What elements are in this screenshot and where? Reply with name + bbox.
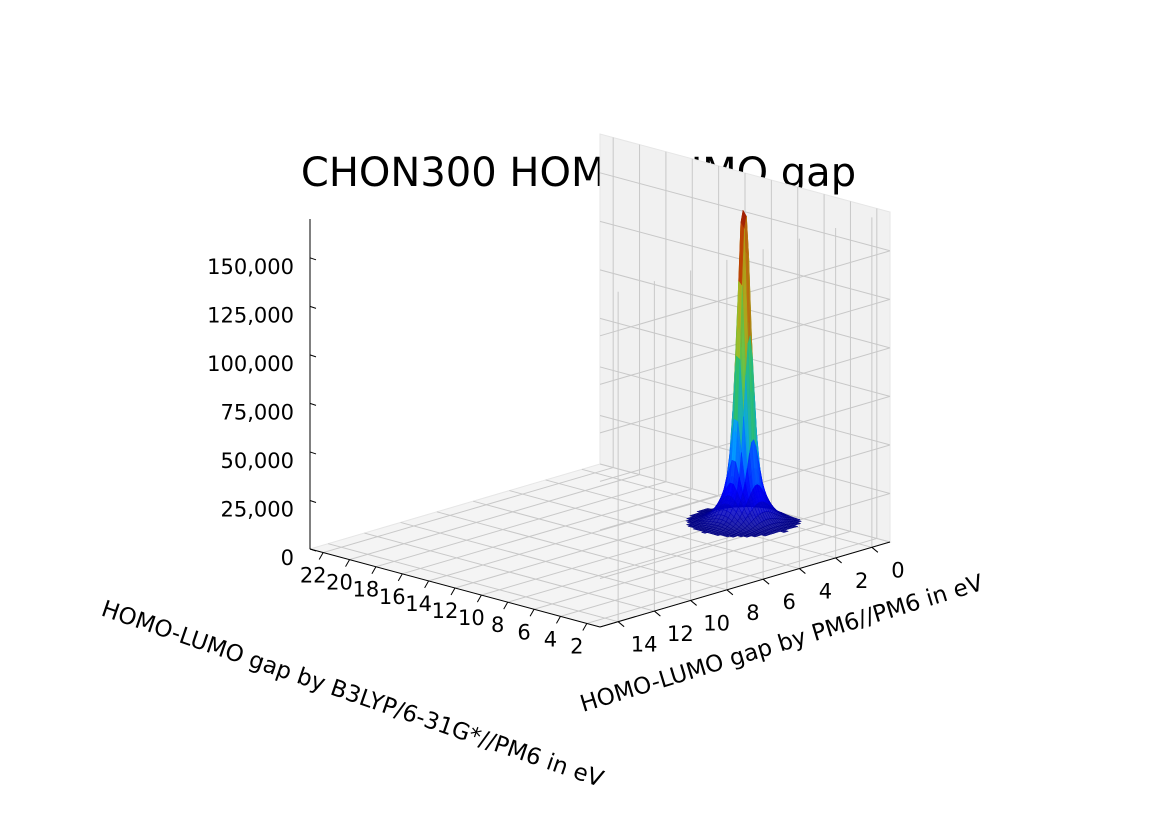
- x-tick-label: 2: [570, 634, 583, 658]
- surface-cell: [750, 534, 758, 538]
- z-tick-mark: [309, 499, 317, 503]
- y-tick-label: 14: [631, 633, 658, 657]
- y-tick-mark: [799, 568, 806, 574]
- x-tick-mark: [371, 566, 377, 574]
- z-tick-label: 150,000: [207, 255, 294, 279]
- x-tick-label: 22: [300, 564, 327, 588]
- y-tick-mark: [762, 578, 770, 585]
- grid-line: [586, 537, 877, 624]
- surface-cell: [700, 531, 709, 534]
- z-tick-label: 50,000: [221, 449, 294, 473]
- z-tick-label: 75,000: [221, 400, 294, 424]
- y-tick-mark: [617, 621, 625, 628]
- x-tick-mark: [503, 601, 509, 610]
- y-tick-mark: [835, 557, 842, 564]
- z-tick-label: 125,000: [207, 303, 294, 327]
- grid-line: [533, 523, 825, 610]
- z-tick-mark: [309, 257, 317, 261]
- x-tick-mark: [397, 573, 403, 582]
- y-tick-mark: [690, 600, 697, 606]
- z-tick-mark: [309, 402, 317, 406]
- y-tick-label: 12: [667, 622, 694, 646]
- x-tick-label: 20: [326, 571, 353, 595]
- y-tick-label: 8: [746, 601, 759, 625]
- z-tick-mark: [309, 451, 317, 455]
- surface-plot: [684, 209, 803, 538]
- x-tick-mark: [556, 616, 561, 624]
- surface-cell: [728, 535, 737, 538]
- x-tick-mark: [476, 594, 482, 603]
- grid-line: [428, 495, 719, 582]
- grid-line: [436, 511, 728, 591]
- z-tick-mark: [309, 354, 317, 358]
- y-tick-label: 0: [891, 558, 904, 582]
- x-tick-label: 10: [458, 606, 485, 630]
- z-axis-ticks: 0 25,000 50,000 75,000 100,000 125,000 150,000: [207, 255, 317, 570]
- surface-cell: [736, 534, 745, 538]
- x-tick-label: 18: [353, 578, 380, 602]
- grid-line: [364, 532, 655, 612]
- x-tick-label: 8: [491, 613, 504, 637]
- grid-line: [349, 474, 640, 561]
- y-tick-label: 4: [819, 580, 832, 604]
- y-tick-mark: [871, 546, 879, 553]
- x-tick-mark: [529, 609, 535, 617]
- grid-lines: [323, 137, 891, 628]
- grid-line: [400, 521, 691, 601]
- surface-cell: [713, 533, 721, 536]
- x-tick-label: 14: [405, 592, 432, 616]
- x-tick-label: 6: [517, 620, 530, 644]
- x-tick-mark: [345, 559, 350, 567]
- surface-cell: [760, 533, 769, 537]
- grid-line: [323, 467, 614, 554]
- y-tick-label: 6: [782, 590, 795, 614]
- y-tick-label: 2: [855, 569, 868, 593]
- surface-cell: [779, 530, 787, 533]
- grid-line: [375, 481, 667, 568]
- z-tick-mark: [309, 548, 317, 552]
- z-tick-label: 25,000: [221, 497, 294, 521]
- z-tick-label: 100,000: [207, 352, 294, 376]
- y-tick-mark: [654, 610, 661, 617]
- x-tick-mark: [318, 552, 324, 560]
- x-tick-mark: [450, 587, 456, 596]
- grid-line: [402, 488, 693, 575]
- y-tick-label: 10: [703, 611, 730, 635]
- z-tick-mark: [309, 305, 317, 309]
- x-tick-label: 16: [379, 585, 406, 609]
- axis-panes: [308, 133, 892, 628]
- grid-line: [599, 172, 891, 252]
- x-tick-mark: [424, 580, 430, 589]
- x-tick-label: 4: [544, 627, 557, 651]
- surface-cell: [723, 534, 731, 538]
- z-tick-label: 0: [281, 546, 294, 570]
- y-tick-mark: [726, 589, 734, 596]
- y-axis-line: [599, 541, 891, 628]
- x-tick-mark: [582, 623, 588, 631]
- grid-line: [327, 543, 619, 623]
- grid-line: [560, 530, 851, 617]
- surface-cell: [742, 535, 750, 538]
- x-tick-label: 12: [432, 599, 459, 623]
